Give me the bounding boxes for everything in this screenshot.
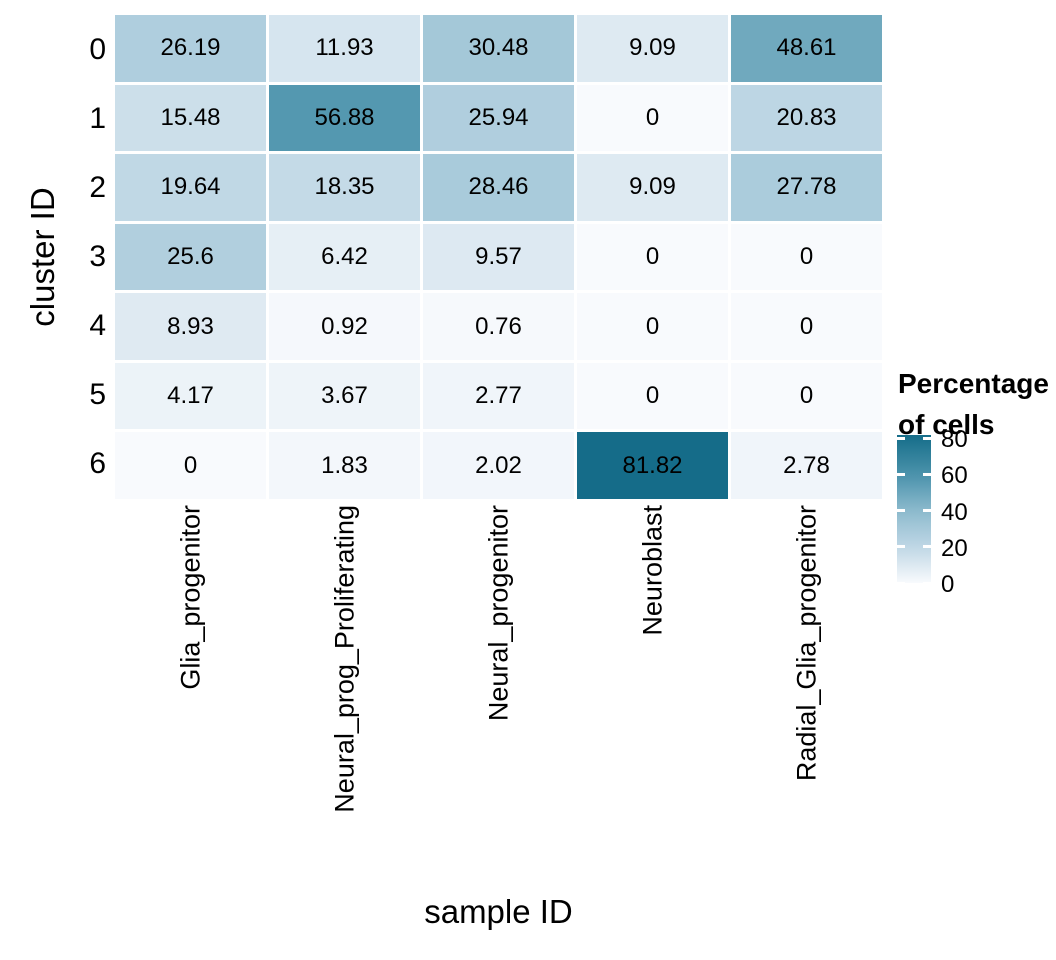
- legend-tick-mark: [923, 545, 931, 549]
- heatmap-cell: 19.64: [115, 154, 266, 221]
- heatmap-cell: 48.61: [731, 15, 882, 82]
- y-tick-label: 0: [89, 32, 106, 66]
- y-tick-label: 5: [89, 378, 106, 412]
- legend-tick-mark: [897, 472, 905, 476]
- legend-tick-label: 80: [941, 426, 968, 454]
- heatmap-cell: 0: [731, 223, 882, 291]
- heatmap-cell: 0: [577, 84, 728, 152]
- legend-tick-mark: [923, 436, 931, 440]
- legend-title-line1: Percentage: [898, 368, 1049, 399]
- heatmap-cell: 56.88: [269, 84, 420, 152]
- y-tick-label: 3: [89, 239, 106, 273]
- legend-tick-label: 20: [941, 534, 968, 562]
- heatmap-cell: 3.67: [269, 362, 420, 430]
- heatmap-cell: 0: [577, 223, 728, 291]
- heatmap-cell: 0: [731, 362, 882, 430]
- x-axis-title: sample ID: [424, 893, 573, 930]
- legend-title-line2: of cells: [898, 408, 995, 440]
- heatmap-cell: 0.92: [269, 293, 420, 360]
- heatmap-cell: 18.35: [269, 154, 420, 221]
- y-tick-label: 1: [89, 101, 106, 135]
- y-tick-label: 6: [89, 447, 106, 481]
- heatmap-cell: 1.83: [269, 432, 420, 499]
- x-tick-label: Glia_progenitor: [175, 505, 205, 690]
- legend-tick-mark: [923, 472, 931, 476]
- heatmap-cell: 8.93: [115, 293, 266, 360]
- heatmap-cell: 27.78: [731, 154, 882, 221]
- legend-tick-mark: [923, 509, 931, 513]
- legend-tick-mark: [897, 581, 905, 585]
- heatmap-cell: 2.02: [423, 432, 574, 499]
- heatmap-cell: 20.83: [731, 84, 882, 152]
- heatmap-cell: 9.09: [577, 154, 728, 221]
- x-tick-label: Neural_prog_Proliferating: [329, 505, 359, 813]
- heatmap-cell: 0: [731, 293, 882, 360]
- y-axis-tick-labels: 0 1 2 3 4 5 6: [48, 15, 106, 499]
- x-tick-label: Neural_progenitor: [483, 505, 513, 722]
- heatmap-cell: 15.48: [115, 84, 266, 152]
- legend-tick-mark: [897, 545, 905, 549]
- heatmap-grid: 26.19 11.93 30.48 9.09 48.61 15.48 56.88 25.94 0…: [115, 15, 882, 499]
- heatmap-cell: 26.19: [115, 15, 266, 82]
- heatmap-cell: 0: [115, 432, 266, 499]
- x-tick-label: Neuroblast: [637, 505, 667, 636]
- heatmap-cell: 9.09: [577, 15, 728, 82]
- heatmap-cell: 28.46: [423, 154, 574, 221]
- heatmap-cell: 30.48: [423, 15, 574, 82]
- heatmap-cell: 25.94: [423, 84, 574, 152]
- heatmap-cell: 2.77: [423, 362, 574, 430]
- x-tick-label: Radial_Glia_progenitor: [791, 505, 821, 782]
- heatmap-cell: 2.78: [731, 432, 882, 499]
- heatmap-cell: 11.93: [269, 15, 420, 82]
- heatmap-cell: 25.6: [115, 223, 266, 291]
- legend-title: Percentage of cells: [898, 364, 1049, 445]
- legend-colorbar: [897, 435, 931, 583]
- heatmap-cell: 4.17: [115, 362, 266, 430]
- y-axis-title: cluster ID: [24, 187, 61, 327]
- y-tick-label: 4: [89, 309, 106, 343]
- legend-tick-mark: [897, 509, 905, 513]
- y-tick-label: 2: [89, 170, 106, 204]
- heatmap-cell: 9.57: [423, 223, 574, 291]
- heatmap-cell: 0: [577, 293, 728, 360]
- legend-tick-mark: [897, 436, 905, 440]
- legend-tick-label: 60: [941, 462, 968, 490]
- legend-tick-mark: [923, 581, 931, 585]
- heatmap-cell: 81.82: [577, 432, 728, 499]
- heatmap-cell: 0.76: [423, 293, 574, 360]
- heatmap-cell: 6.42: [269, 223, 420, 291]
- heatmap-cell: 0: [577, 362, 728, 430]
- legend-tick-label: 40: [941, 498, 968, 526]
- legend-tick-label: 0: [941, 571, 955, 598]
